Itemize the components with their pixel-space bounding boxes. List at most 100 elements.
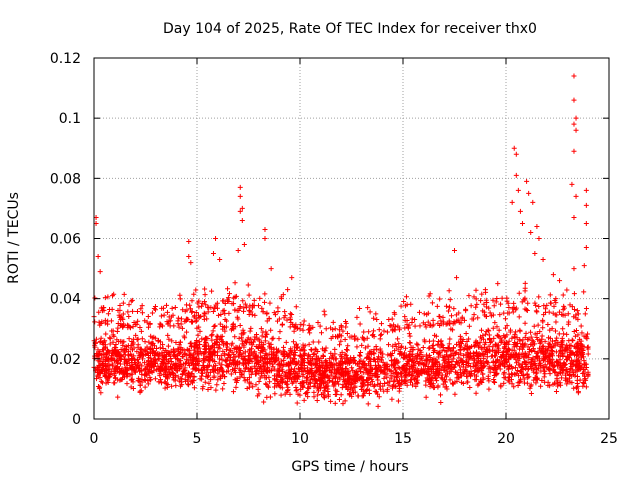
data-point xyxy=(103,363,109,369)
x-tick-label: 5 xyxy=(193,431,202,447)
data-point xyxy=(368,348,374,354)
data-point xyxy=(232,369,238,375)
data-point xyxy=(393,360,399,366)
data-point xyxy=(117,303,123,309)
data-point xyxy=(193,365,199,371)
data-point xyxy=(533,380,539,386)
data-point xyxy=(573,353,579,359)
data-point xyxy=(160,346,166,352)
data-point xyxy=(340,401,346,407)
data-point xyxy=(177,339,183,345)
data-point xyxy=(294,376,300,382)
data-point xyxy=(117,377,123,383)
data-point xyxy=(471,343,477,349)
data-point xyxy=(184,346,190,352)
data-point xyxy=(173,373,179,379)
data-point xyxy=(270,335,276,341)
data-point xyxy=(468,303,474,309)
data-point xyxy=(212,323,218,329)
data-point xyxy=(545,321,551,327)
y-tick-label: 0.08 xyxy=(50,171,81,187)
data-point xyxy=(335,378,341,384)
data-point xyxy=(474,360,480,366)
data-point xyxy=(403,345,409,351)
data-point xyxy=(519,220,525,226)
data-point xyxy=(236,335,242,341)
data-point xyxy=(445,308,451,314)
data-point xyxy=(292,366,298,372)
data-point xyxy=(261,399,267,405)
data-point xyxy=(528,329,534,335)
data-point xyxy=(135,318,141,324)
data-point xyxy=(312,373,318,379)
data-point xyxy=(178,379,184,385)
data-point xyxy=(379,369,385,375)
data-point xyxy=(562,347,568,353)
data-point xyxy=(430,317,436,323)
data-point xyxy=(564,354,570,360)
data-point xyxy=(248,371,254,377)
data-point xyxy=(272,366,278,372)
data-point xyxy=(388,375,394,381)
data-point xyxy=(120,311,126,317)
data-point xyxy=(554,373,560,379)
data-point xyxy=(447,304,453,310)
data-point xyxy=(581,289,587,295)
data-point xyxy=(422,339,428,345)
data-point xyxy=(95,254,101,260)
data-point xyxy=(171,365,177,371)
data-point xyxy=(551,303,557,309)
data-point xyxy=(135,336,141,342)
data-point xyxy=(255,359,261,365)
data-point xyxy=(271,384,277,390)
data-point xyxy=(465,373,471,379)
data-point xyxy=(584,334,590,340)
data-point xyxy=(162,379,168,385)
data-point xyxy=(142,339,148,345)
data-point xyxy=(204,374,210,380)
data-point xyxy=(137,389,143,395)
data-point xyxy=(239,371,245,377)
data-point xyxy=(512,335,518,341)
data-point xyxy=(372,373,378,379)
data-point xyxy=(561,360,567,366)
data-point xyxy=(305,375,311,381)
data-point xyxy=(557,278,563,284)
data-point xyxy=(205,367,211,373)
data-point xyxy=(562,347,568,353)
data-point xyxy=(413,383,419,389)
data-point xyxy=(537,358,543,364)
data-point xyxy=(271,346,277,352)
data-point xyxy=(490,360,496,366)
data-point xyxy=(292,358,298,364)
data-point xyxy=(149,340,155,346)
data-point xyxy=(528,390,534,396)
data-point xyxy=(182,360,188,366)
data-point xyxy=(427,373,433,379)
data-point xyxy=(213,236,219,241)
data-point xyxy=(530,339,536,345)
data-point xyxy=(330,327,336,333)
data-point xyxy=(433,333,439,339)
data-point xyxy=(253,352,259,358)
data-point xyxy=(102,295,108,301)
data-point xyxy=(509,335,515,341)
data-point xyxy=(539,333,545,339)
data-point xyxy=(120,342,126,348)
data-point xyxy=(300,322,306,328)
data-point xyxy=(373,311,379,317)
data-point xyxy=(193,287,199,293)
data-point xyxy=(272,391,278,397)
data-point xyxy=(311,352,317,358)
data-point xyxy=(137,382,143,388)
data-point xyxy=(216,312,222,318)
data-point xyxy=(481,301,487,307)
data-point xyxy=(407,340,413,346)
data-point xyxy=(353,374,359,380)
data-point xyxy=(415,342,421,348)
data-point xyxy=(375,372,381,378)
data-point xyxy=(246,368,252,374)
data-point xyxy=(332,326,338,332)
data-point xyxy=(583,220,589,226)
data-point xyxy=(506,338,512,344)
